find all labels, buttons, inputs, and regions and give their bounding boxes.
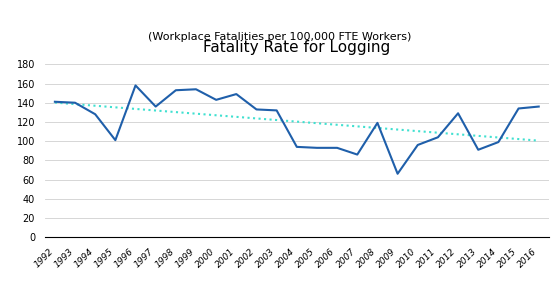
Text: (Workplace Fatalities per 100,000 FTE Workers): (Workplace Fatalities per 100,000 FTE Wo…	[148, 32, 412, 42]
Title: Fatality Rate for Logging: Fatality Rate for Logging	[203, 40, 390, 55]
